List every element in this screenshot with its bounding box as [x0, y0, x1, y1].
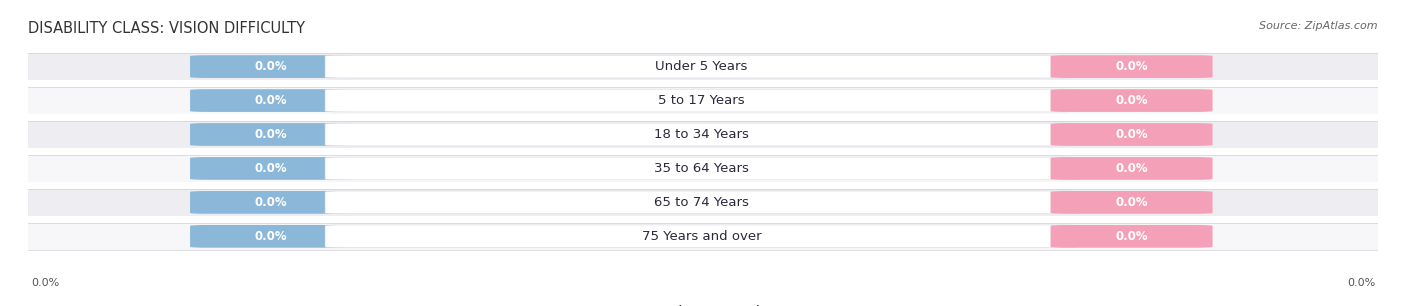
Bar: [28, 188, 1378, 216]
Bar: [28, 155, 1378, 182]
Text: 18 to 34 Years: 18 to 34 Years: [654, 128, 749, 141]
Text: 0.0%: 0.0%: [1115, 162, 1147, 175]
FancyBboxPatch shape: [190, 157, 352, 180]
Text: DISABILITY CLASS: VISION DIFFICULTY: DISABILITY CLASS: VISION DIFFICULTY: [28, 21, 305, 36]
Text: 0.0%: 0.0%: [254, 196, 287, 209]
Text: 5 to 17 Years: 5 to 17 Years: [658, 94, 745, 107]
Text: 65 to 74 Years: 65 to 74 Years: [654, 196, 749, 209]
Text: 0.0%: 0.0%: [1115, 60, 1147, 73]
FancyBboxPatch shape: [1050, 123, 1212, 146]
FancyBboxPatch shape: [190, 55, 352, 78]
Text: 0.0%: 0.0%: [254, 94, 287, 107]
Bar: [28, 121, 1378, 148]
Text: Under 5 Years: Under 5 Years: [655, 60, 748, 73]
Bar: [28, 53, 1378, 80]
FancyBboxPatch shape: [1050, 191, 1212, 214]
Text: 0.0%: 0.0%: [1115, 94, 1147, 107]
Text: 0.0%: 0.0%: [254, 128, 287, 141]
Text: Source: ZipAtlas.com: Source: ZipAtlas.com: [1260, 21, 1378, 32]
Bar: [28, 87, 1378, 114]
Legend: Male, Female: Male, Female: [633, 300, 773, 306]
Text: 35 to 64 Years: 35 to 64 Years: [654, 162, 749, 175]
Text: 0.0%: 0.0%: [254, 60, 287, 73]
Bar: [28, 222, 1378, 250]
FancyBboxPatch shape: [325, 123, 1077, 146]
FancyBboxPatch shape: [325, 225, 1077, 248]
Text: 0.0%: 0.0%: [31, 278, 59, 288]
FancyBboxPatch shape: [1050, 55, 1212, 78]
FancyBboxPatch shape: [1050, 157, 1212, 180]
FancyBboxPatch shape: [190, 191, 352, 214]
FancyBboxPatch shape: [325, 157, 1077, 180]
Text: 0.0%: 0.0%: [254, 230, 287, 243]
FancyBboxPatch shape: [190, 123, 352, 146]
Text: 0.0%: 0.0%: [254, 162, 287, 175]
Text: 0.0%: 0.0%: [1347, 278, 1375, 288]
Text: 0.0%: 0.0%: [1115, 196, 1147, 209]
Text: 0.0%: 0.0%: [1115, 230, 1147, 243]
FancyBboxPatch shape: [325, 191, 1077, 214]
FancyBboxPatch shape: [325, 89, 1077, 112]
FancyBboxPatch shape: [190, 225, 352, 248]
FancyBboxPatch shape: [1050, 89, 1212, 112]
Text: 0.0%: 0.0%: [1115, 128, 1147, 141]
FancyBboxPatch shape: [190, 89, 352, 112]
Text: 75 Years and over: 75 Years and over: [641, 230, 761, 243]
FancyBboxPatch shape: [325, 55, 1077, 78]
FancyBboxPatch shape: [1050, 225, 1212, 248]
